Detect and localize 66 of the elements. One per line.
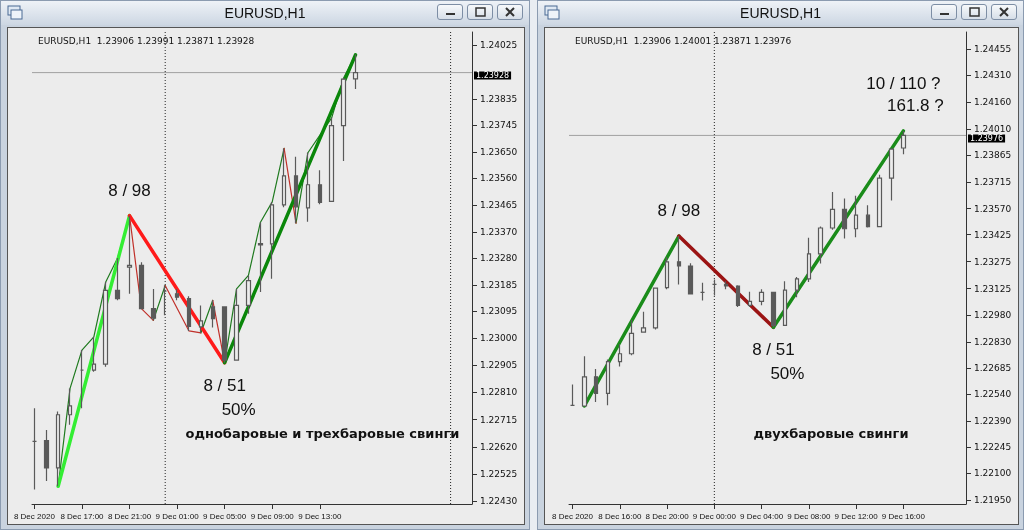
x-tick-label: 9 Dec 16:00 xyxy=(881,511,926,521)
chart-subtitle: EURUSD,H1 1.23906 1.23991 1.23871 1.23928 xyxy=(38,35,255,46)
y-tick-label: 1.22100 xyxy=(974,468,1012,479)
x-tick-label: 9 Dec 04:00 xyxy=(740,511,784,521)
y-tick-label: 1.23425 xyxy=(974,229,1012,240)
x-tick-label: 9 Dec 09:00 xyxy=(250,511,295,521)
y-tick-label: 1.23185 xyxy=(480,280,518,291)
y-tick-label: 1.24160 xyxy=(974,97,1012,108)
y-tick-label: 1.22620 xyxy=(480,441,518,452)
y-tick-label: 1.24310 xyxy=(974,70,1012,81)
chart-subtitle: EURUSD,H1 1.23906 1.24001 1.23871 1.23976 xyxy=(575,35,792,46)
y-tick-label: 1.23650 xyxy=(480,147,518,158)
y-tick-label: 1.22715 xyxy=(480,414,518,425)
annotation: 8 / 51 xyxy=(752,340,795,360)
y-tick-label: 1.24455 xyxy=(974,44,1012,55)
y-tick-label: 1.22830 xyxy=(974,336,1012,347)
y-tick-label: 1.22810 xyxy=(480,387,518,398)
x-tick-label: 8 Dec 17:00 xyxy=(60,511,105,521)
y-tick-label: 1.23465 xyxy=(480,200,518,211)
y-tick-label: 1.23000 xyxy=(480,333,518,344)
y-tick-label: 1.22525 xyxy=(480,468,518,479)
x-tick-label: 8 Dec 21:00 xyxy=(107,511,152,521)
annotation: однобаровые и трехбаровые свинги xyxy=(185,425,460,441)
annotation: 8 / 98 xyxy=(108,180,151,200)
x-tick-label: 8 Dec 16:00 xyxy=(598,511,642,521)
y-tick-label: 1.22685 xyxy=(974,362,1012,373)
y-tick-label: 1.23370 xyxy=(480,227,518,238)
y-tick-label: 1.23715 xyxy=(974,177,1012,188)
y-tick-label: 1.22905 xyxy=(480,360,518,371)
x-tick-label: 8 Dec 2020 xyxy=(552,511,594,521)
x-tick-label: 9 Dec 13:00 xyxy=(298,511,342,521)
x-tick-label: 9 Dec 01:00 xyxy=(155,511,200,521)
x-tick-label: 8 Dec 2020 xyxy=(13,511,56,521)
x-tick-label: 9 Dec 05:00 xyxy=(203,511,247,521)
y-tick-label: 1.22390 xyxy=(974,416,1012,427)
y-tick-label: 1.22540 xyxy=(974,389,1012,400)
y-tick-label: 1.23570 xyxy=(974,203,1012,214)
chart-title: EURUSD,H1 xyxy=(223,5,307,21)
y-tick-label: 1.23865 xyxy=(974,150,1012,161)
y-tick-label: 1.23835 xyxy=(480,94,518,105)
annotation: 50% xyxy=(221,399,256,419)
x-tick-label: 9 Dec 00:00 xyxy=(692,511,737,521)
y-tick-label: 1.24025 xyxy=(480,39,518,50)
y-tick-label: 1.23125 xyxy=(974,283,1012,294)
y-tick-label: 1.22245 xyxy=(974,442,1012,453)
chart-title: EURUSD,H1 xyxy=(739,5,822,21)
y-tick-label: 1.24010 xyxy=(974,124,1012,135)
y-tick-label: 1.23280 xyxy=(480,252,518,263)
annotation: 8 / 51 xyxy=(203,375,246,395)
annotation: 161.8 ? xyxy=(887,95,944,115)
annotation: двухбаровые свинги xyxy=(753,425,909,441)
y-tick-label: 1.21950 xyxy=(974,495,1012,506)
y-tick-label: 1.22430 xyxy=(480,496,518,507)
y-tick-label: 1.23560 xyxy=(480,172,518,183)
annotation: 8 / 98 xyxy=(657,201,701,221)
y-tick-label: 1.23095 xyxy=(480,305,518,316)
ref-line-label: 1.23976 xyxy=(970,133,1004,143)
x-tick-label: 9 Dec 08:00 xyxy=(787,511,831,521)
y-tick-label: 1.23275 xyxy=(974,256,1012,267)
y-tick-label: 1.22980 xyxy=(974,309,1012,320)
x-tick-label: 8 Dec 20:00 xyxy=(645,511,690,521)
x-tick-label: 9 Dec 12:00 xyxy=(834,511,879,521)
annotation: 10 / 110 ? xyxy=(866,73,941,93)
y-tick-label: 1.23745 xyxy=(480,119,518,130)
ref-line-label: 1.23928 xyxy=(476,71,510,81)
annotation: 50% xyxy=(770,364,805,384)
